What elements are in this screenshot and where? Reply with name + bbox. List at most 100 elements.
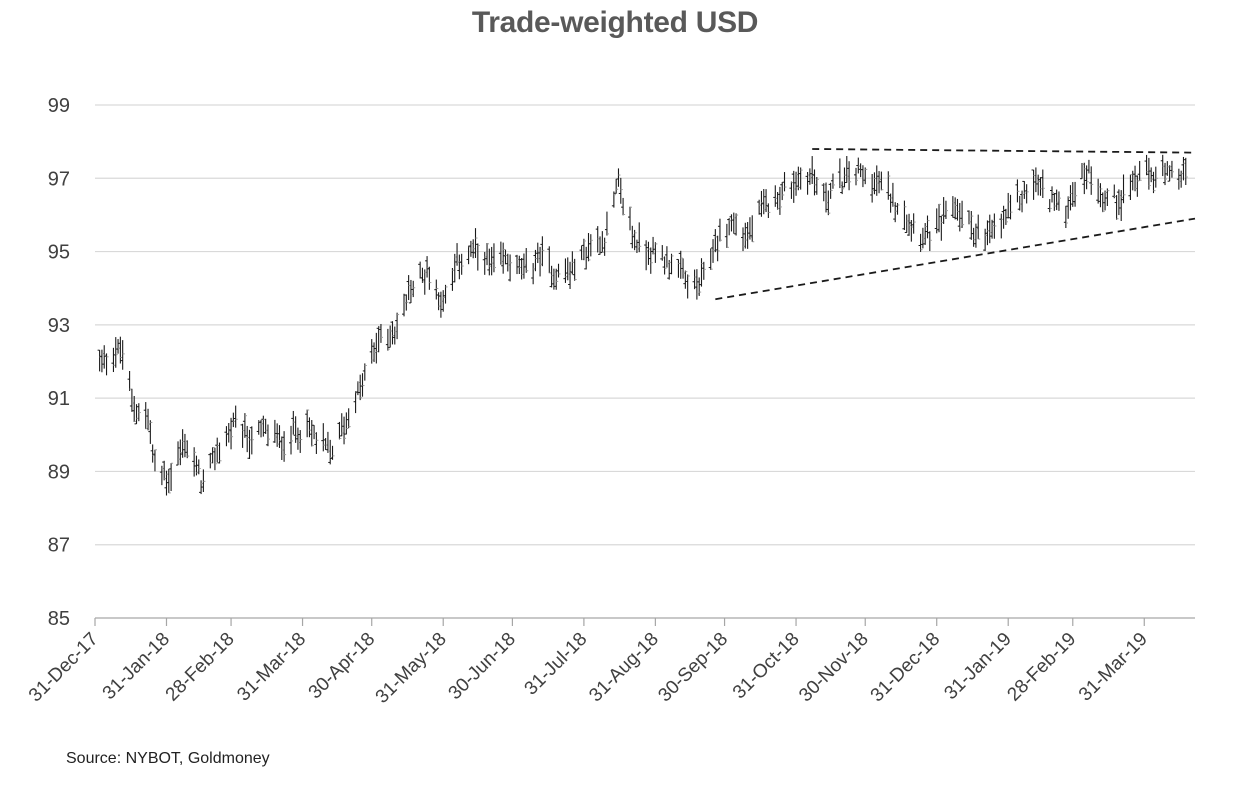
ohlc-bar bbox=[1165, 161, 1170, 176]
ohlc-bar bbox=[508, 254, 513, 282]
ohlc-bar bbox=[277, 425, 282, 448]
ohlc-bar bbox=[275, 423, 280, 447]
y-tick-label: 95 bbox=[48, 242, 70, 264]
x-tick-label: 30-Jun-18 bbox=[445, 629, 520, 704]
ohlc-bar bbox=[711, 239, 716, 263]
ohlc-bar bbox=[390, 321, 395, 345]
ohlc-bar bbox=[614, 178, 619, 194]
ohlc-bar bbox=[824, 182, 829, 213]
ohlc-bar bbox=[796, 166, 801, 191]
ohlc-bar bbox=[777, 186, 782, 215]
ohlc-bar bbox=[199, 480, 204, 495]
ohlc-bar bbox=[1047, 199, 1052, 213]
ohlc-bar bbox=[604, 211, 609, 236]
ohlc-bar bbox=[602, 237, 607, 256]
ohlc-bar bbox=[1024, 184, 1029, 204]
ohlc-bar bbox=[392, 326, 397, 345]
ohlc-bar bbox=[346, 408, 351, 429]
ohlc-bar bbox=[533, 249, 538, 272]
ohlc-bar bbox=[904, 214, 909, 233]
ohlc-bar bbox=[955, 198, 960, 221]
ohlc-bar bbox=[342, 416, 347, 445]
ohlc-bar bbox=[1146, 157, 1151, 190]
ohlc-bar bbox=[953, 197, 958, 220]
ohlc-bar bbox=[538, 246, 543, 277]
ohlc-bar bbox=[344, 412, 349, 435]
ohlc-bar bbox=[565, 257, 570, 281]
trendline bbox=[715, 217, 1196, 301]
ohlc-bar bbox=[983, 228, 988, 251]
ohlc-bar bbox=[1082, 162, 1087, 195]
ohlc-bar bbox=[201, 469, 206, 493]
ohlc-bar bbox=[1181, 156, 1186, 181]
ohlc-bar bbox=[1070, 182, 1075, 207]
ohlc-bar bbox=[1036, 174, 1041, 196]
ohlc-bar bbox=[775, 192, 780, 210]
ohlc-bar bbox=[242, 413, 247, 438]
ohlc-bar bbox=[485, 243, 490, 266]
ohlc-bar bbox=[780, 182, 785, 201]
ohlc-bar bbox=[634, 239, 639, 254]
ohlc-bar bbox=[844, 156, 849, 184]
ohlc-bar bbox=[920, 227, 925, 249]
ohlc-bar bbox=[632, 229, 637, 251]
ohlc-bar bbox=[764, 189, 769, 213]
ohlc-bar bbox=[902, 200, 907, 231]
ohlc-bar bbox=[1096, 178, 1101, 204]
ohlc-bar bbox=[805, 172, 810, 195]
y-tick-label: 97 bbox=[48, 168, 70, 190]
ohlc-bar bbox=[1089, 166, 1094, 195]
ohlc-bar bbox=[196, 459, 201, 475]
ohlc-bar bbox=[289, 425, 294, 455]
ohlc-bar bbox=[408, 279, 413, 304]
ohlc-bar bbox=[1073, 181, 1078, 207]
ohlc-bar bbox=[425, 256, 430, 278]
x-tick-label: 28-Feb-19 bbox=[1003, 629, 1080, 706]
ohlc-bar bbox=[837, 158, 842, 189]
ohlc-bar bbox=[918, 233, 923, 252]
ohlc-bar bbox=[309, 420, 314, 447]
ohlc-bar bbox=[457, 254, 462, 280]
ohlc-bar bbox=[810, 156, 815, 185]
ohlc-bar bbox=[1167, 165, 1172, 182]
ohlc-bar bbox=[761, 188, 766, 215]
ohlc-bar bbox=[588, 234, 593, 257]
ohlc-bar bbox=[874, 165, 879, 196]
ohlc-bar bbox=[741, 227, 746, 252]
ohlc-bar bbox=[362, 363, 367, 381]
ohlc-bar bbox=[870, 173, 875, 203]
ohlc-bar bbox=[724, 223, 729, 248]
ohlc-bar bbox=[1135, 175, 1140, 197]
ohlc-bar bbox=[1086, 159, 1091, 174]
ohlc-bar bbox=[217, 442, 222, 464]
ohlc-bar bbox=[450, 268, 455, 291]
ohlc-bar bbox=[1163, 162, 1168, 186]
ohlc-bar bbox=[482, 251, 487, 275]
ohlc-bar bbox=[678, 250, 683, 279]
ohlc-bar bbox=[118, 336, 123, 364]
ohlc-bar bbox=[699, 258, 704, 287]
ohlc-bar bbox=[1017, 195, 1022, 211]
ohlc-bar bbox=[759, 190, 764, 217]
ohlc-bar bbox=[651, 236, 656, 255]
ohlc-bar bbox=[411, 280, 416, 298]
ohlc-bar bbox=[1050, 186, 1055, 203]
ohlc-bar bbox=[766, 203, 771, 219]
ohlc-bar bbox=[1153, 166, 1158, 188]
ohlc-bar bbox=[215, 437, 220, 463]
ohlc-bar bbox=[939, 215, 944, 241]
ohlc-bar bbox=[180, 429, 185, 458]
ohlc-bar bbox=[890, 182, 895, 207]
y-tick-label: 93 bbox=[48, 315, 70, 337]
ohlc-bar bbox=[563, 258, 568, 283]
ohlc-bar bbox=[372, 342, 377, 363]
ohlc-bar bbox=[999, 213, 1004, 239]
ohlc-bar bbox=[911, 213, 916, 234]
x-tick-label: 31-Dec-18 bbox=[867, 629, 945, 707]
ohlc-bar bbox=[773, 185, 778, 207]
ohlc-bar bbox=[683, 270, 688, 289]
x-tick-label: 30-Sep-18 bbox=[655, 629, 733, 707]
ohlc-bar bbox=[713, 229, 718, 253]
ohlc-bar bbox=[821, 183, 826, 202]
